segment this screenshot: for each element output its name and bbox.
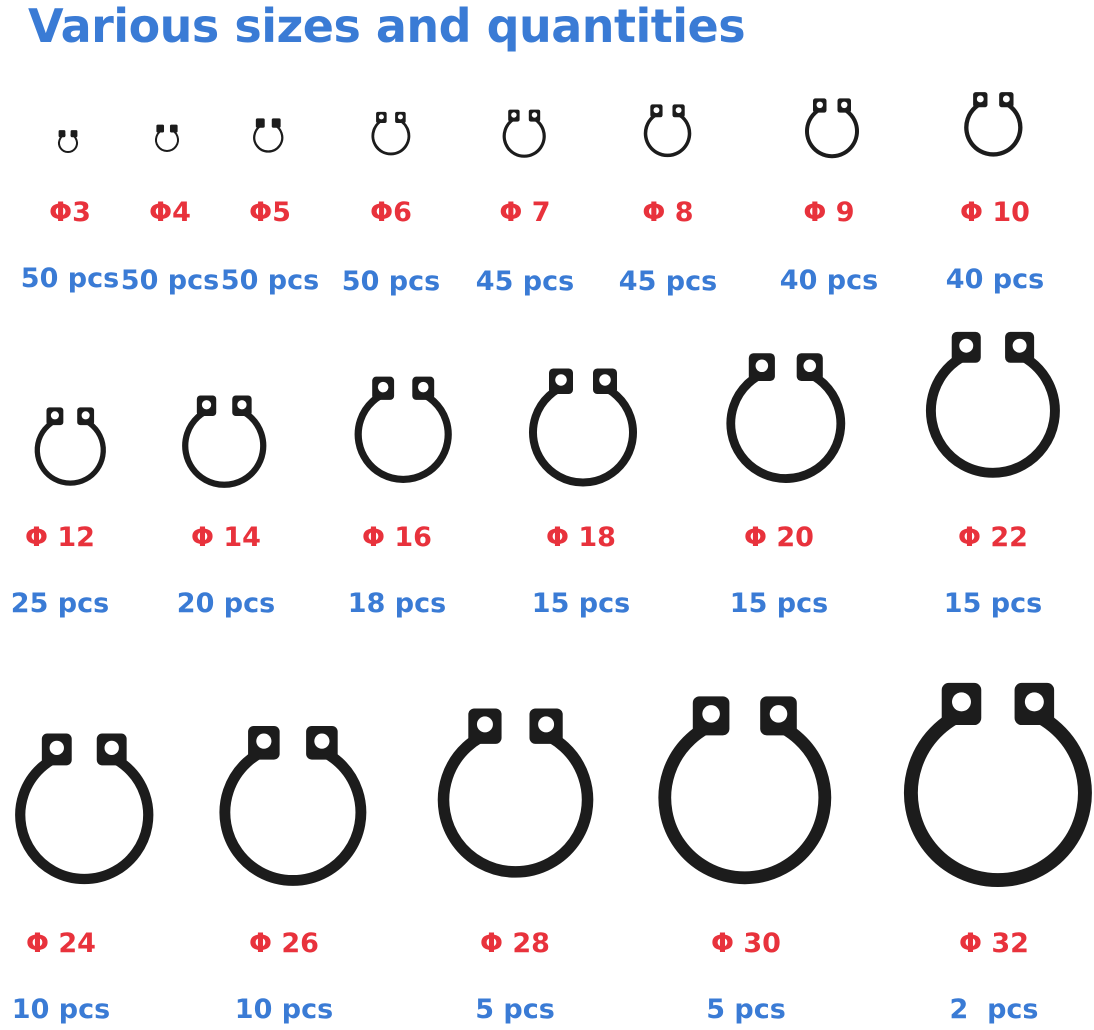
size-label: Φ 14 [191, 522, 261, 553]
size-label: Φ 12 [25, 522, 95, 553]
size-label: Φ 18 [546, 522, 616, 553]
circlip-ring-icon [726, 353, 846, 484]
circlip-ring-icon [926, 331, 1060, 478]
size-label: Φ5 [249, 197, 291, 228]
size-label: Φ 24 [26, 928, 96, 959]
circlip-ring-icon [371, 111, 411, 156]
quantity-label: 15 pcs [729, 588, 829, 619]
page-title: Various sizes and quantities [28, 0, 746, 53]
quantity-label: 50 pcs [220, 265, 320, 296]
circlip-ring-icon [14, 733, 154, 885]
circlip-ring-icon [34, 407, 106, 486]
circlip-ring-icon [963, 91, 1023, 157]
circlip-ring-icon [181, 395, 267, 489]
quantity-label: 5 pcs [706, 994, 786, 1025]
size-label: Φ3 [49, 197, 91, 228]
quantity-label: 10 pcs [234, 994, 334, 1025]
size-label: Φ 7 [499, 197, 551, 228]
size-label: Φ 28 [480, 928, 550, 959]
size-label: Φ4 [149, 197, 191, 228]
circlip-ring-icon [438, 708, 594, 878]
quantity-label: 45 pcs [475, 266, 575, 297]
circlip-ring-icon [658, 696, 832, 885]
circlip-ring-icon [155, 124, 179, 152]
size-label: Φ 30 [711, 928, 781, 959]
circlip-ring-icon [354, 376, 452, 483]
quantity-label: 50 pcs [20, 263, 120, 294]
quantity-label: 18 pcs [347, 588, 447, 619]
quantity-label: 25 pcs [10, 588, 110, 619]
quantity-label: 2 pcs [949, 994, 1039, 1025]
circlip-ring-icon [805, 98, 859, 158]
quantity-label: 20 pcs [176, 588, 276, 619]
quantity-label: 50 pcs [120, 265, 220, 296]
quantity-label: 15 pcs [943, 588, 1043, 619]
circlip-ring-icon [529, 367, 637, 486]
size-label: Φ 9 [803, 197, 855, 228]
circlip-ring-icon [219, 725, 367, 886]
size-label: Φ 20 [744, 522, 814, 553]
quantity-label: 5 pcs [475, 994, 555, 1025]
quantity-label: 40 pcs [779, 265, 879, 296]
quantity-label: 45 pcs [618, 266, 718, 297]
circlip-ring-icon [644, 103, 692, 157]
size-label: Φ 32 [959, 928, 1029, 959]
size-label: Φ 8 [642, 197, 694, 228]
size-label: Φ 26 [249, 928, 319, 959]
quantity-label: 40 pcs [945, 264, 1045, 295]
circlip-ring-icon [252, 118, 284, 154]
quantity-label: 15 pcs [531, 588, 631, 619]
size-label: Φ6 [370, 197, 412, 228]
size-label: Φ 22 [958, 522, 1028, 553]
circlip-ring-icon [502, 109, 546, 158]
size-label: Φ 16 [362, 522, 432, 553]
size-label: Φ 10 [960, 197, 1030, 228]
circlip-ring-icon [904, 682, 1092, 887]
quantity-label: 10 pcs [11, 994, 111, 1025]
quantity-label: 50 pcs [341, 266, 441, 297]
circlip-ring-icon [58, 130, 78, 153]
